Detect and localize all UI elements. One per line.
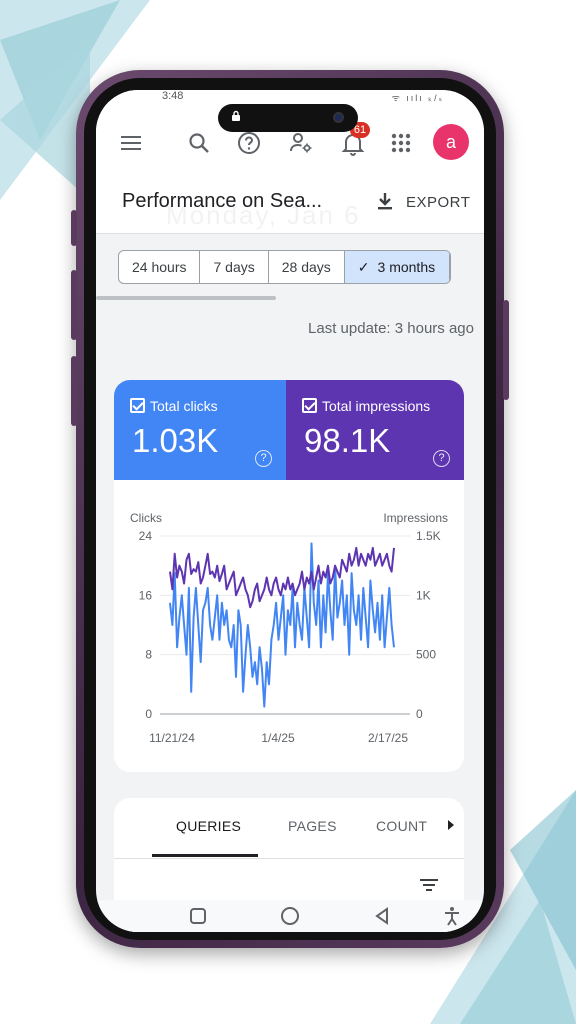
system-nav-bar — [96, 900, 484, 932]
recents-icon[interactable] — [188, 906, 208, 926]
title-bar: Monday, Jan 6 Performance on Sea... EXPO… — [96, 188, 484, 234]
avatar[interactable]: a — [433, 124, 469, 160]
help-icon[interactable] — [236, 130, 262, 156]
checkbox-icon[interactable] — [130, 398, 145, 413]
power-button — [503, 300, 509, 400]
tab-countries[interactable]: COUNT — [376, 818, 428, 834]
download-icon — [378, 193, 392, 210]
chip-28-days[interactable]: 28 days — [269, 251, 345, 283]
manage-accounts-icon[interactable] — [288, 130, 314, 156]
left-tick-label: 24 — [139, 529, 153, 543]
filter-icon[interactable] — [418, 874, 440, 896]
right-ticks: 1.5K 1K 500 0 — [416, 529, 441, 721]
tab-queries[interactable]: QUERIES — [176, 818, 242, 834]
apps-icon[interactable] — [388, 130, 414, 156]
camera-notch — [218, 104, 358, 132]
side-button — [71, 356, 77, 426]
tab-divider — [114, 858, 464, 859]
decorative-triangles-top-left — [0, 0, 150, 200]
x-tick-label: 1/4/25 — [261, 731, 295, 745]
metric-label: Total clicks — [150, 398, 218, 414]
status-icons: ᯤ ıılı ₖ/ₛ — [391, 93, 444, 103]
right-tick-label: 0 — [416, 707, 423, 721]
performance-chart: Clicks Impressions 24 16 8 0 1.5K 1K 500 0 11/… — [130, 511, 448, 745]
left-tick-label: 8 — [145, 648, 152, 662]
performance-card: Total clicks 1.03K ? Total impressions 9… — [114, 380, 464, 772]
status-time: 3:48 — [162, 90, 184, 102]
top-app-bar: 61 a — [96, 108, 484, 188]
chevron-right-icon[interactable] — [448, 820, 454, 830]
phone-screen: 3:48 ᯤ ıılı ₖ/ₛ — [96, 90, 484, 932]
export-label: EXPORT — [406, 194, 471, 211]
series-line-clicks — [169, 542, 395, 708]
active-tab-indicator — [152, 854, 258, 857]
help-icon[interactable]: ? — [433, 450, 450, 467]
front-camera — [333, 112, 344, 123]
chip-label: 3 months — [377, 259, 436, 275]
page-title: Performance on Sea... — [122, 190, 323, 212]
chip-7-days[interactable]: 7 days — [200, 251, 269, 283]
tab-pages[interactable]: PAGES — [288, 818, 337, 834]
volume-down-button — [71, 270, 77, 340]
x-tick-label: 2/17/25 — [368, 731, 408, 745]
chip-label: 28 days — [281, 259, 331, 275]
volume-up-button — [71, 210, 77, 246]
total-impressions-tile[interactable]: Total impressions 98.1K ? — [286, 380, 464, 480]
menu-icon[interactable] — [118, 130, 144, 156]
right-tick-label: 1K — [416, 588, 431, 602]
checkbox-icon[interactable] — [302, 398, 317, 413]
x-tick-label: 11/21/24 — [149, 731, 195, 745]
metric-value: 98.1K — [304, 422, 391, 459]
ghost-date-overlay: Monday, Jan 6 — [166, 200, 361, 230]
lock-icon — [230, 110, 242, 122]
right-tick-label: 1.5K — [416, 529, 441, 543]
horizontal-scrollbar[interactable] — [96, 296, 276, 300]
back-icon[interactable] — [372, 906, 392, 926]
right-tick-label: 500 — [416, 648, 436, 662]
chip-label: 7 days — [213, 259, 255, 275]
home-icon[interactable] — [280, 906, 300, 926]
notification-badge: 61 — [350, 122, 370, 138]
left-tick-label: 0 — [145, 707, 152, 721]
left-ticks: 24 16 8 0 — [139, 529, 153, 721]
x-ticks: 11/21/24 1/4/25 2/17/25 — [149, 731, 408, 745]
search-icon[interactable] — [186, 130, 212, 156]
series-line-impressions — [169, 546, 395, 609]
accessibility-icon[interactable] — [442, 906, 462, 926]
left-tick-label: 16 — [139, 588, 153, 602]
date-range-chips: 24 hours 7 days 28 days ✓ 3 months — [118, 250, 452, 284]
metric-value: 1.03K — [132, 422, 219, 459]
left-axis-label: Clicks — [130, 511, 162, 525]
chart-lines — [169, 542, 395, 708]
status-bar: 3:48 ᯤ ıılı ₖ/ₛ — [96, 90, 484, 108]
help-icon[interactable]: ? — [255, 450, 272, 467]
total-clicks-tile[interactable]: Total clicks 1.03K ? — [114, 380, 286, 480]
metric-label: Total impressions — [322, 398, 431, 414]
chip-3-months[interactable]: ✓ 3 months — [344, 251, 451, 283]
chip-label: 24 hours — [132, 259, 187, 275]
last-update-text: Last update: 3 hours ago — [308, 320, 474, 337]
decorative-triangles-bottom-right — [430, 790, 576, 1024]
right-axis-label: Impressions — [383, 511, 448, 525]
chip-24-hours[interactable]: 24 hours — [119, 251, 201, 283]
check-icon: ✓ — [357, 259, 370, 275]
